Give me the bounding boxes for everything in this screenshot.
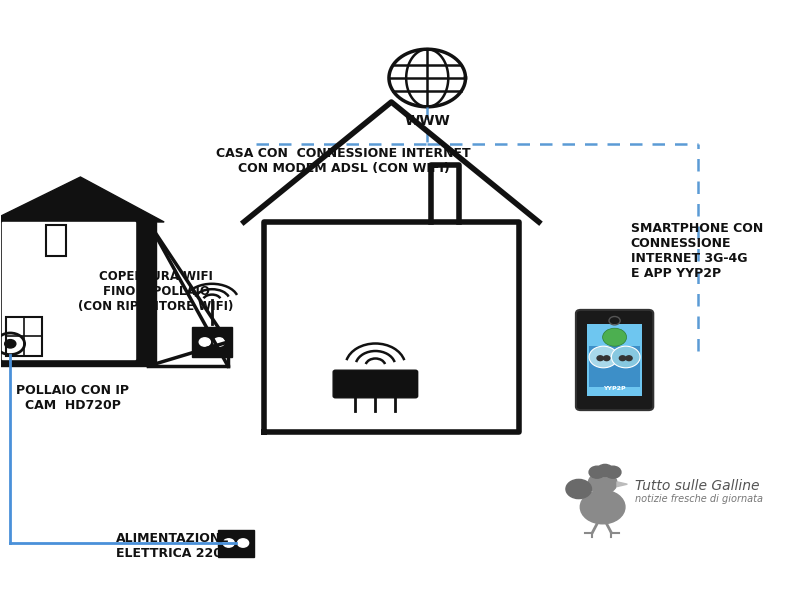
Bar (587, 323, 642, 396)
Circle shape (238, 539, 249, 547)
Circle shape (214, 338, 225, 346)
Circle shape (605, 466, 621, 478)
Text: Tutto sulle Galline: Tutto sulle Galline (634, 479, 759, 493)
Circle shape (611, 346, 640, 368)
Text: ALIMENTAZIONE
ELETTRICA 220V: ALIMENTAZIONE ELETTRICA 220V (116, 532, 232, 560)
Text: COPERTURA WIFI
FINO A POLLAIO
(CON RIPETITORE WIFI): COPERTURA WIFI FINO A POLLAIO (CON RIPET… (78, 270, 234, 313)
Polygon shape (617, 482, 627, 487)
Circle shape (5, 340, 16, 348)
Bar (2, 222, 134, 359)
Circle shape (566, 479, 591, 499)
Bar (590, 346, 640, 388)
Text: WWW: WWW (404, 114, 450, 128)
Bar (0, 222, 156, 366)
Circle shape (580, 490, 625, 524)
Circle shape (597, 464, 613, 476)
Circle shape (589, 466, 605, 478)
Polygon shape (0, 177, 164, 222)
Bar (6, 317, 42, 356)
Bar (46, 225, 66, 256)
Bar (218, 529, 254, 557)
Bar (192, 327, 232, 357)
Text: POLLAIO CON IP
CAM  HD720P: POLLAIO CON IP CAM HD720P (16, 384, 129, 412)
Circle shape (626, 356, 632, 361)
Circle shape (603, 356, 610, 361)
Text: notizie fresche di giornata: notizie fresche di giornata (634, 494, 762, 504)
FancyBboxPatch shape (576, 310, 654, 410)
Circle shape (223, 539, 234, 547)
Circle shape (199, 338, 210, 346)
Circle shape (619, 356, 626, 361)
Text: YYP2P: YYP2P (603, 386, 626, 391)
Circle shape (597, 356, 603, 361)
Circle shape (588, 472, 617, 494)
Circle shape (602, 328, 626, 346)
Text: CASA CON  CONNESSIONE INTERNET
CON MODEM ADSL (CON WIFI): CASA CON CONNESSIONE INTERNET CON MODEM … (216, 147, 471, 175)
Circle shape (589, 346, 618, 368)
Text: SMARTPHONE CON
CONNESSIONE
INTERNET 3G-4G
E APP YYP2P: SMARTPHONE CON CONNESSIONE INTERNET 3G-4… (630, 222, 762, 280)
FancyBboxPatch shape (333, 370, 418, 398)
